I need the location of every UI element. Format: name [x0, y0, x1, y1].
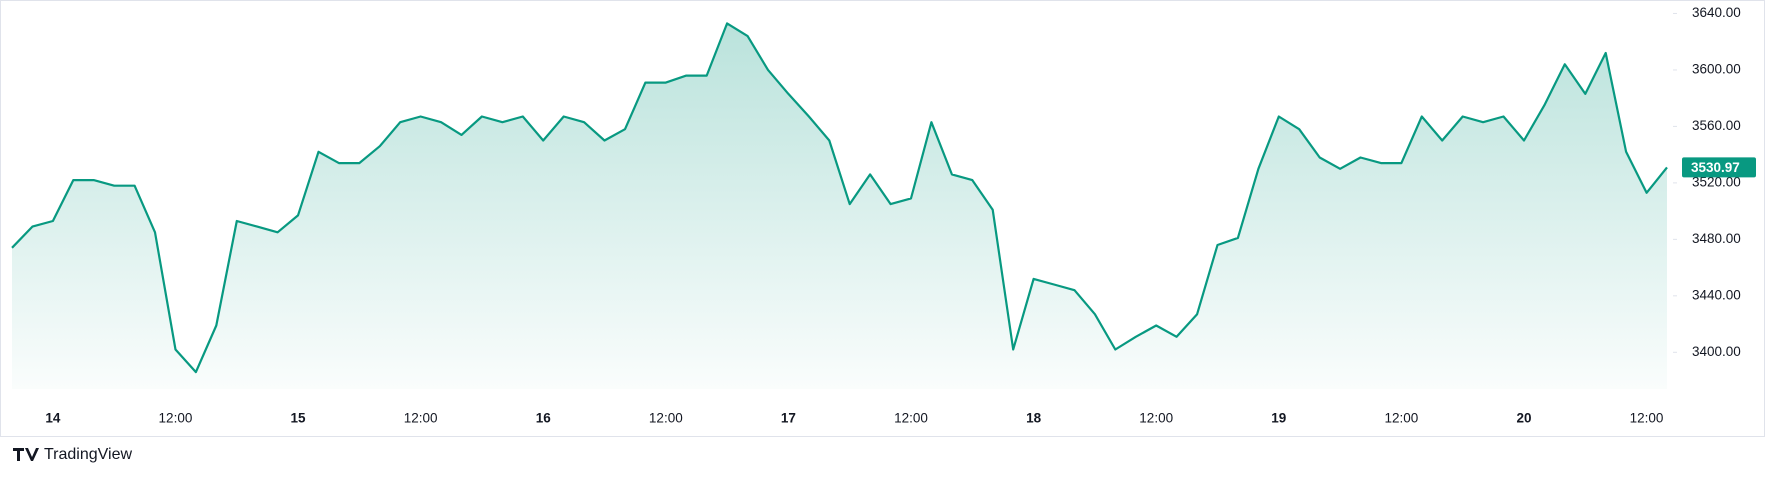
x-tick-label: 12:00: [1384, 411, 1418, 426]
x-tick-label: 16: [536, 411, 552, 426]
y-tick-label: 3440.00: [1692, 287, 1741, 302]
brand-logo: TradingView: [13, 446, 132, 463]
brand-name: TradingView: [44, 446, 132, 463]
y-tick-label: 3640.00: [1692, 5, 1741, 20]
y-tick-label: 3400.00: [1692, 344, 1741, 359]
price-line: [11, 22, 1668, 374]
chart-frame: [0, 0, 1765, 437]
y-tick-label: 3520.00: [1692, 174, 1741, 189]
area-fill: [12, 23, 1667, 390]
last-price-label: 3530.97: [1691, 160, 1740, 175]
x-tick-label: 18: [1026, 411, 1042, 426]
logo-icon: [13, 448, 39, 461]
x-tick-label: 12:00: [649, 411, 683, 426]
x-tick-label: 19: [1271, 411, 1286, 426]
x-tick-label: 20: [1516, 411, 1531, 426]
x-tick-label: 17: [781, 411, 796, 426]
y-tick-label: 3480.00: [1692, 231, 1741, 246]
x-tick-label: 14: [45, 411, 61, 426]
x-tick-label: 15: [291, 411, 307, 426]
plot-area: 3400.00 3440.00 3480.00 3520.00 3560.00 3600.…: [11, 5, 1756, 426]
last-price-badge: [1682, 157, 1756, 178]
y-tick-label: 3560.00: [1692, 118, 1741, 133]
x-tick-label: 12:00: [1139, 411, 1173, 426]
x-tick-label: 12:00: [1630, 411, 1664, 426]
x-tick-label: 12:00: [404, 411, 438, 426]
y-tick-label: 3600.00: [1692, 62, 1741, 77]
x-tick-label: 12:00: [894, 411, 928, 426]
x-tick-label: 12:00: [159, 411, 193, 426]
